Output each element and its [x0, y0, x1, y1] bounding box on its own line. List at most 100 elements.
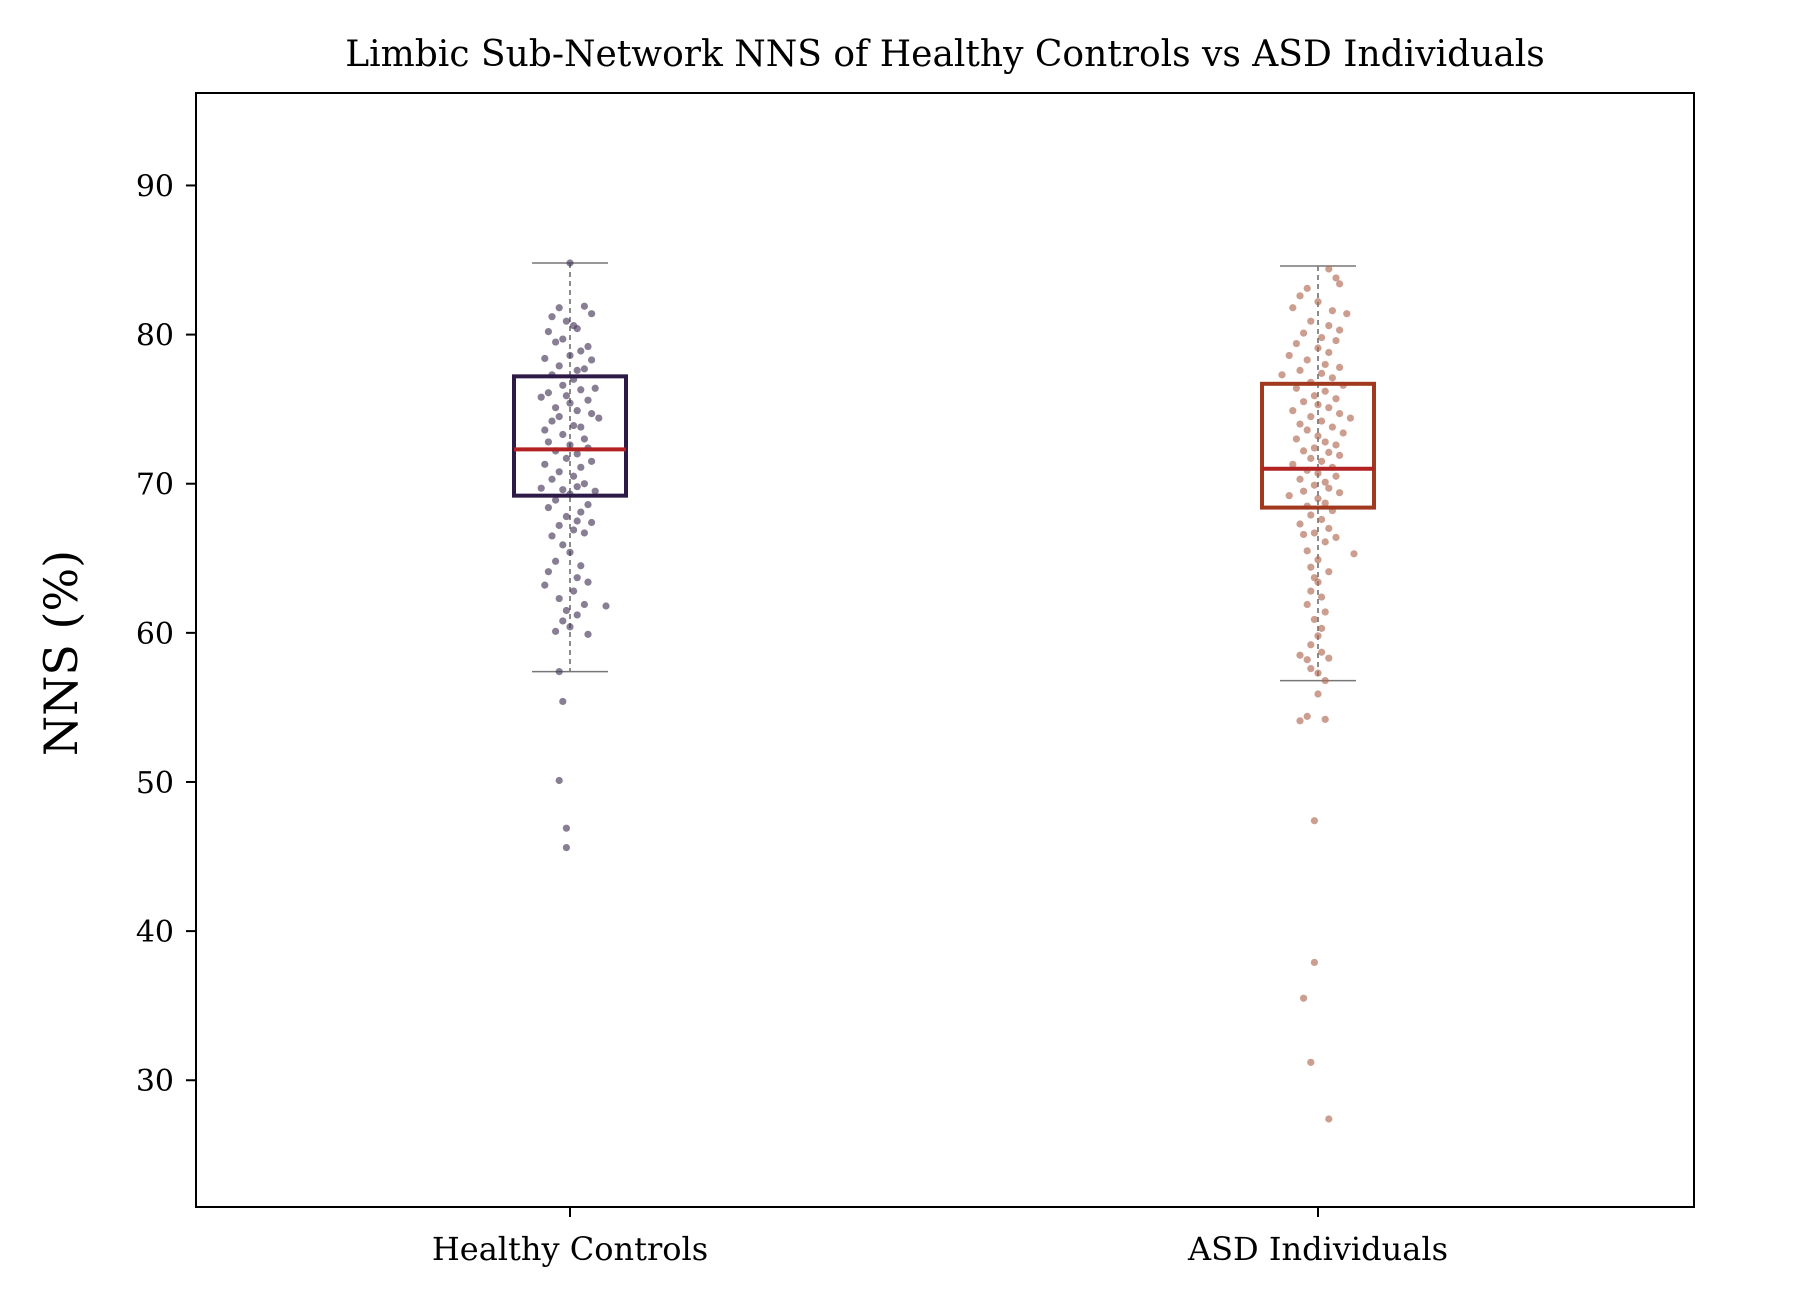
data-point — [555, 304, 563, 312]
data-point — [1321, 538, 1329, 546]
data-point — [1318, 369, 1326, 377]
data-point — [1314, 578, 1322, 586]
data-point — [555, 521, 563, 530]
data-point — [1343, 310, 1351, 318]
data-point — [595, 414, 603, 422]
data-point — [1321, 715, 1329, 723]
y-tick-label-60: 60 — [136, 617, 174, 652]
data-point — [566, 548, 574, 556]
data-point — [566, 623, 574, 631]
data-point — [562, 843, 571, 852]
data-point — [1314, 298, 1322, 306]
data-point — [562, 317, 571, 325]
data-point — [1321, 360, 1329, 369]
data-point — [1310, 615, 1318, 624]
data-point — [537, 393, 545, 401]
data-point — [1318, 417, 1326, 425]
data-point — [573, 611, 581, 619]
data-point — [1328, 374, 1336, 382]
data-point — [1314, 690, 1322, 698]
data-point — [1285, 492, 1293, 500]
data-point — [1300, 487, 1308, 495]
data-point — [1278, 371, 1286, 379]
data-point — [1303, 426, 1311, 434]
data-point — [1332, 395, 1340, 403]
data-point — [1325, 654, 1333, 662]
data-point — [1314, 495, 1322, 503]
data-point — [1307, 665, 1315, 673]
data-point — [1300, 530, 1308, 539]
data-point — [1332, 441, 1340, 449]
data-point — [584, 500, 592, 509]
data-point — [580, 529, 589, 537]
data-point — [591, 384, 599, 392]
data-point — [1289, 407, 1297, 415]
data-point — [552, 404, 560, 412]
data-point — [537, 484, 545, 492]
data-point — [1325, 348, 1333, 357]
data-point — [580, 600, 589, 609]
data-point — [1310, 481, 1318, 489]
data-point — [1296, 717, 1304, 725]
data-point — [1314, 669, 1322, 677]
data-point — [1310, 444, 1318, 452]
data-point — [580, 302, 589, 310]
data-point — [1321, 438, 1329, 446]
data-point — [566, 259, 574, 267]
data-point — [573, 366, 581, 374]
y-tick-label-70: 70 — [136, 468, 174, 503]
data-point — [544, 328, 553, 336]
data-point — [1310, 958, 1318, 967]
data-point — [555, 362, 563, 370]
data-point — [573, 407, 581, 415]
data-point — [584, 342, 592, 351]
data-point — [562, 392, 571, 400]
data-point — [570, 322, 578, 330]
data-point — [1318, 333, 1326, 342]
box-1 — [1260, 381, 1376, 510]
data-point — [573, 517, 581, 525]
data-point — [1296, 475, 1304, 483]
data-point — [1332, 274, 1340, 282]
chart-title: Limbic Sub-Network NNS of Healthy Contro… — [345, 34, 1545, 75]
data-point — [584, 578, 592, 586]
data-point — [584, 630, 592, 638]
data-point — [1307, 1058, 1315, 1066]
y-tick-label-90: 90 — [136, 169, 174, 204]
data-point — [544, 568, 553, 576]
data-point — [541, 354, 549, 363]
data-point — [555, 776, 563, 785]
data-point — [1307, 413, 1315, 421]
data-point — [1292, 435, 1300, 443]
data-point — [1296, 366, 1304, 374]
data-point — [1314, 432, 1322, 440]
data-point — [1325, 448, 1333, 457]
data-point — [1310, 529, 1318, 537]
data-point — [1307, 587, 1315, 595]
data-point — [1321, 608, 1329, 616]
data-point — [548, 417, 556, 425]
data-point — [1318, 624, 1326, 632]
data-point — [1300, 447, 1308, 455]
data-point — [1303, 284, 1311, 292]
data-point — [1314, 401, 1322, 409]
data-point — [1332, 533, 1340, 542]
data-point — [1328, 307, 1336, 315]
data-point — [559, 697, 567, 706]
data-point — [1321, 387, 1329, 395]
y-axis-label: NNS (%) — [34, 550, 88, 756]
data-point — [1296, 651, 1304, 659]
data-point — [1332, 336, 1340, 345]
data-point — [1336, 280, 1344, 288]
data-point — [577, 562, 585, 570]
data-point — [541, 460, 549, 468]
data-point — [544, 389, 553, 397]
data-point — [573, 450, 581, 458]
data-point — [555, 594, 563, 603]
data-point — [1336, 410, 1344, 418]
data-point — [1325, 568, 1333, 576]
data-point — [1328, 423, 1336, 431]
data-point — [562, 606, 571, 615]
